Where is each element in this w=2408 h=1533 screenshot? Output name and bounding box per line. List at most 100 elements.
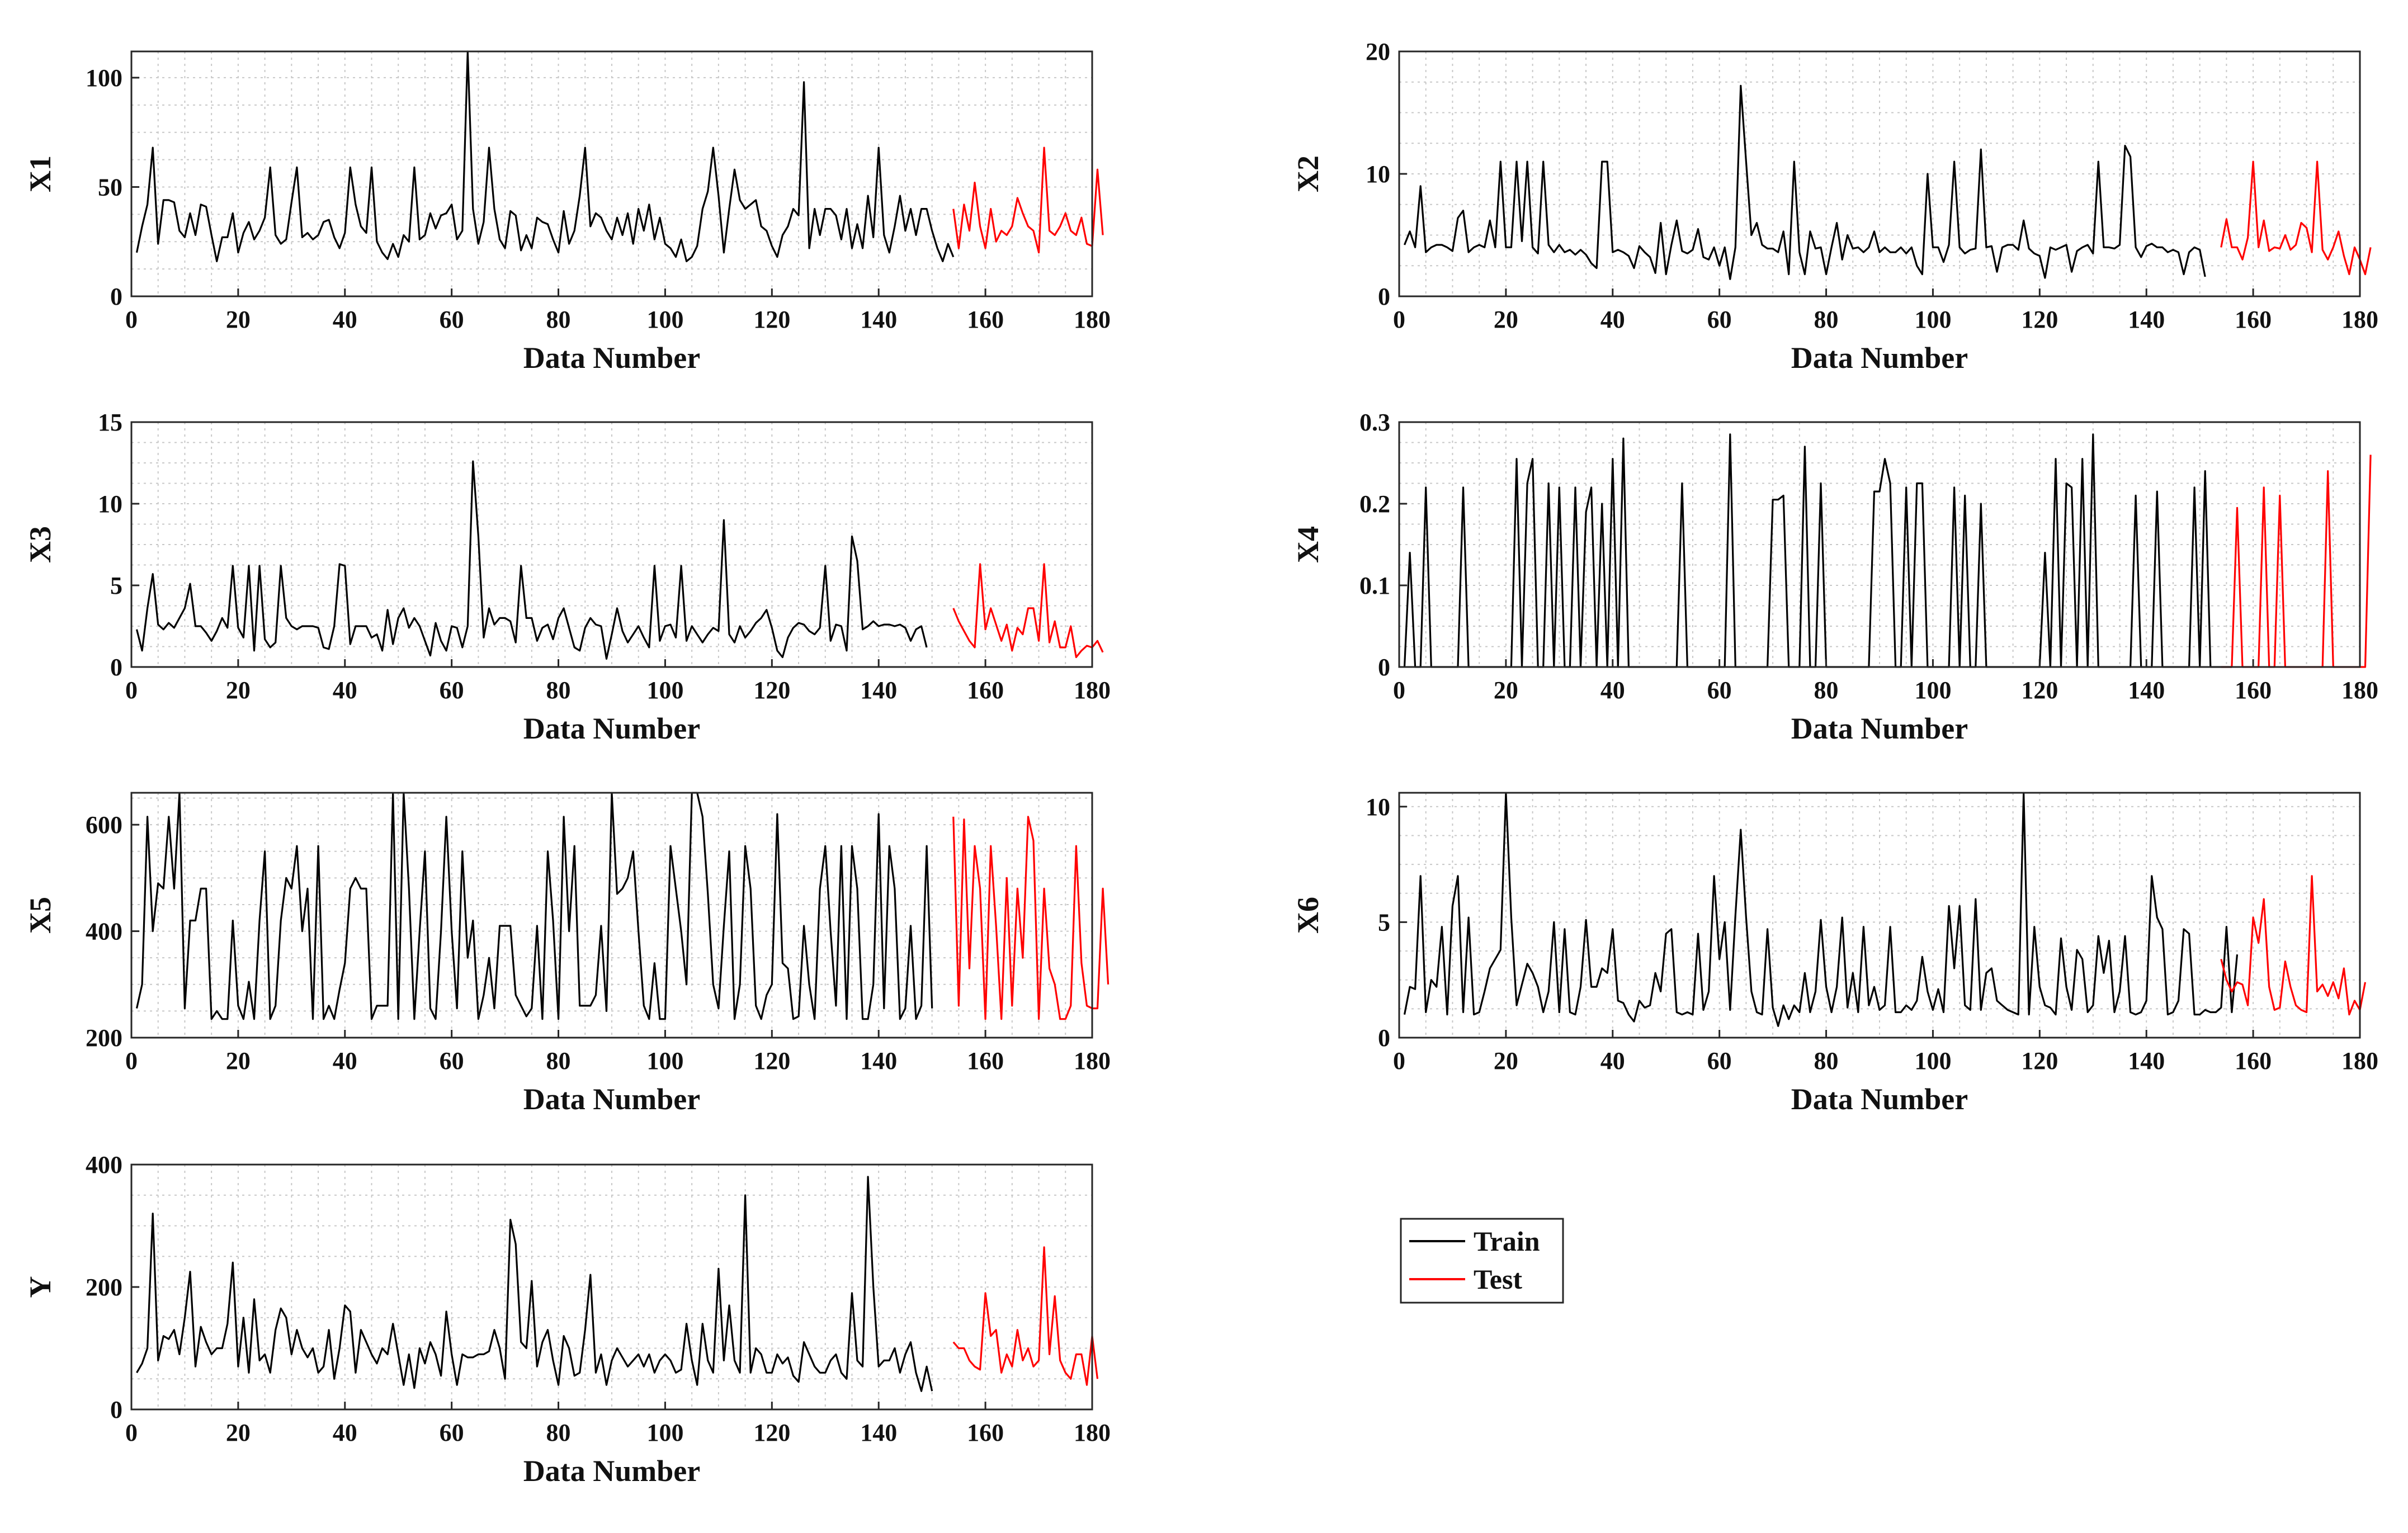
x5-ylabel: X5 xyxy=(23,897,57,934)
x3-xtick-label: 140 xyxy=(860,676,897,704)
x5-xtick-label: 40 xyxy=(333,1047,357,1075)
x6-ytick-label: 5 xyxy=(1378,909,1390,936)
x5-xtick-label: 120 xyxy=(753,1047,790,1075)
x2-xtick-label: 180 xyxy=(2341,306,2378,333)
x1-axes-frame xyxy=(130,50,1093,297)
y-series-train xyxy=(136,1176,933,1392)
x6-xtick-label: 0 xyxy=(1393,1047,1405,1075)
x3-xtick-label: 100 xyxy=(646,676,683,704)
x2-series-train xyxy=(1404,84,2206,280)
x2-grid xyxy=(1399,51,2360,296)
x5-xtick-label: 100 xyxy=(646,1047,683,1075)
x5-xtick-label: 60 xyxy=(440,1047,464,1075)
x4-ylabel: X4 xyxy=(1291,526,1325,563)
x6-ylabel: X6 xyxy=(1291,897,1325,934)
x6-series-test xyxy=(2220,875,2367,1016)
x2-xlabel: Data Number xyxy=(1791,341,1968,375)
x1-xlabel: Data Number xyxy=(523,341,700,375)
x2-series-test xyxy=(2220,160,2372,276)
x5-series-test xyxy=(952,816,1109,1020)
panel-x1: 0 20 40 60 80 100 120 140 160 180 0 50 100 Data Numbe… xyxy=(23,50,1111,375)
x1-ytick-label: 50 xyxy=(98,173,122,201)
x2-xtick-label: 20 xyxy=(1494,306,1518,333)
legend-test-label: Test xyxy=(1474,1264,1522,1295)
panel-y: 0 20 40 60 80 100 120 140 160 180 0 200 400 Data Numb… xyxy=(23,1151,1111,1488)
x2-xtick-label: 120 xyxy=(2021,306,2058,333)
x3-series-train xyxy=(135,460,928,660)
x5-xtick-label: 0 xyxy=(125,1047,138,1075)
x5-axes-frame xyxy=(130,792,1093,1039)
x3-xtick-label: 40 xyxy=(333,676,357,704)
x6-xtick-label: 120 xyxy=(2021,1047,2058,1075)
y-ytick-label: 400 xyxy=(86,1151,122,1179)
x3-xtick-label: 180 xyxy=(1074,676,1111,704)
x4-ytick-label: 0.3 xyxy=(1359,409,1390,436)
y-xlabel: Data Number xyxy=(523,1454,700,1488)
x6-xtick-label: 40 xyxy=(1600,1047,1625,1075)
x4-xlabel: Data Number xyxy=(1791,712,1968,745)
x3-xtick-label: 0 xyxy=(125,676,138,704)
x4-xtick-label: 120 xyxy=(2021,676,2058,704)
x3-ylabel: X3 xyxy=(23,526,57,563)
x1-xtick-label: 20 xyxy=(226,306,251,333)
y-series-test xyxy=(952,1246,1099,1386)
x6-xtick-label: 160 xyxy=(2235,1047,2272,1075)
x4-xtick-label: 180 xyxy=(2341,676,2378,704)
x4-grid xyxy=(1399,422,2360,667)
x5-series-train xyxy=(135,792,933,1020)
y-xtick-label: 20 xyxy=(226,1419,251,1446)
x5-ytick-label: 600 xyxy=(86,811,122,839)
x6-xtick-label: 140 xyxy=(2128,1047,2165,1075)
x1-ylabel: X1 xyxy=(23,155,57,192)
x3-ytick-label: 15 xyxy=(98,409,122,436)
x1-xtick-label: 140 xyxy=(860,306,897,333)
x1-grid xyxy=(131,51,1092,296)
x4-xtick-label: 20 xyxy=(1494,676,1518,704)
x4-xtick-label: 100 xyxy=(1914,676,1951,704)
x6-xtick-label: 80 xyxy=(1814,1047,1839,1075)
x1-xtick-label: 120 xyxy=(753,306,790,333)
x4-xtick-label: 40 xyxy=(1600,676,1625,704)
y-xtick-label: 0 xyxy=(125,1419,138,1446)
x4-xtick-label: 0 xyxy=(1393,676,1405,704)
x3-xtick-label: 160 xyxy=(967,676,1004,704)
x2-ytick-label: 20 xyxy=(1366,38,1390,65)
panel-x2: 0 20 40 60 80 100 120 140 160 180 0 10 20 Data Number… xyxy=(1291,38,2378,375)
panel-x4: 0 20 40 60 80 100 120 140 160 180 0 0.1 0.2 0.3 Data N… xyxy=(1291,409,2378,745)
panel-x6: 0 20 40 60 80 100 120 140 160 180 0 5 10 Data Number X… xyxy=(1291,792,2378,1116)
x2-ytick-label: 10 xyxy=(1366,160,1390,188)
x2-ytick-label: 0 xyxy=(1378,283,1390,310)
x3-xtick-label: 120 xyxy=(753,676,790,704)
x4-xtick-label: 80 xyxy=(1814,676,1839,704)
x1-xtick-label: 100 xyxy=(646,306,683,333)
x2-xtick-label: 0 xyxy=(1393,306,1405,333)
x6-xtick-label: 100 xyxy=(1914,1047,1951,1075)
x3-ytick-label: 10 xyxy=(98,490,122,518)
x5-xtick-label: 20 xyxy=(226,1047,251,1075)
x5-xtick-label: 160 xyxy=(967,1047,1004,1075)
legend: Train Test xyxy=(1400,1218,1564,1304)
x2-xtick-label: 160 xyxy=(2235,306,2272,333)
x4-xtick-label: 60 xyxy=(1707,676,1732,704)
x4-xtick-label: 160 xyxy=(2235,676,2272,704)
x4-ytick-label: 0 xyxy=(1378,654,1390,681)
x5-xtick-label: 180 xyxy=(1074,1047,1111,1075)
x6-ytick-label: 0 xyxy=(1378,1024,1390,1052)
x3-xtick-label: 60 xyxy=(440,676,464,704)
y-xtick-label: 60 xyxy=(440,1419,464,1446)
x2-xtick-label: 100 xyxy=(1914,306,1951,333)
x2-xtick-label: 80 xyxy=(1814,306,1839,333)
x4-ytick-label: 0.2 xyxy=(1359,490,1390,518)
x1-xtick-label: 0 xyxy=(125,306,138,333)
x6-axes-frame xyxy=(1398,792,2361,1039)
x1-xtick-label: 180 xyxy=(1074,306,1111,333)
x3-xtick-label: 80 xyxy=(546,676,571,704)
x3-ytick-label: 5 xyxy=(110,572,122,599)
x6-xtick-label: 20 xyxy=(1494,1047,1518,1075)
y-xtick-label: 120 xyxy=(753,1419,790,1446)
legend-train-label: Train xyxy=(1474,1226,1540,1257)
x5-xtick-label: 140 xyxy=(860,1047,897,1075)
x2-xtick-label: 40 xyxy=(1600,306,1625,333)
x1-xtick-label: 40 xyxy=(333,306,357,333)
